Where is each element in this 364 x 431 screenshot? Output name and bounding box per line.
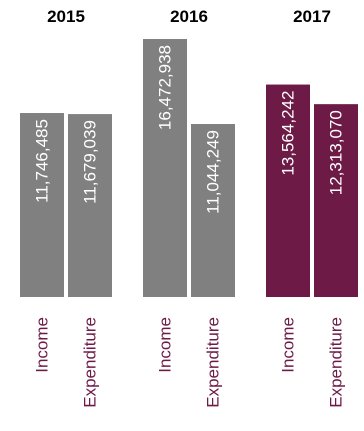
year-labels: 2015 2016 2017 [47,7,331,26]
category-label-2017-expenditure: Expenditure [327,317,346,408]
year-label-2015: 2015 [47,7,85,26]
value-label-2016-expenditure: 11,044,249 [204,130,223,214]
category-label-2015-expenditure: Expenditure [81,317,100,408]
bar-2016-expenditure [191,124,235,297]
bar-2016-income [143,39,187,297]
value-label-2015-income: 11,746,485 [33,119,52,203]
bar-2015-expenditure [68,114,112,297]
category-label-2016-income: Income [156,317,175,373]
category-labels: Income Expenditure Income Expenditure Income… [33,317,346,408]
value-label-2016-income: 16,472,938 [156,45,175,130]
year-label-2017: 2017 [293,7,331,26]
value-label-2017-income: 13,564,242 [279,91,298,176]
bar-2017-expenditure [314,104,358,297]
value-label-2015-expenditure: 11,679,039 [81,120,100,204]
value-label-2017-expenditure: 12,313,070 [327,110,346,195]
category-label-2017-income: Income [279,317,298,373]
category-label-2015-income: Income [33,317,52,373]
category-label-2016-expenditure: Expenditure [204,317,223,408]
bars [20,39,358,298]
bar-2015-income [20,113,64,298]
bar-2017-income [266,84,310,297]
value-labels: 11,746,485 11,679,039 16,472,938 11,044,249… [33,45,346,214]
year-label-2016: 2016 [170,7,208,26]
